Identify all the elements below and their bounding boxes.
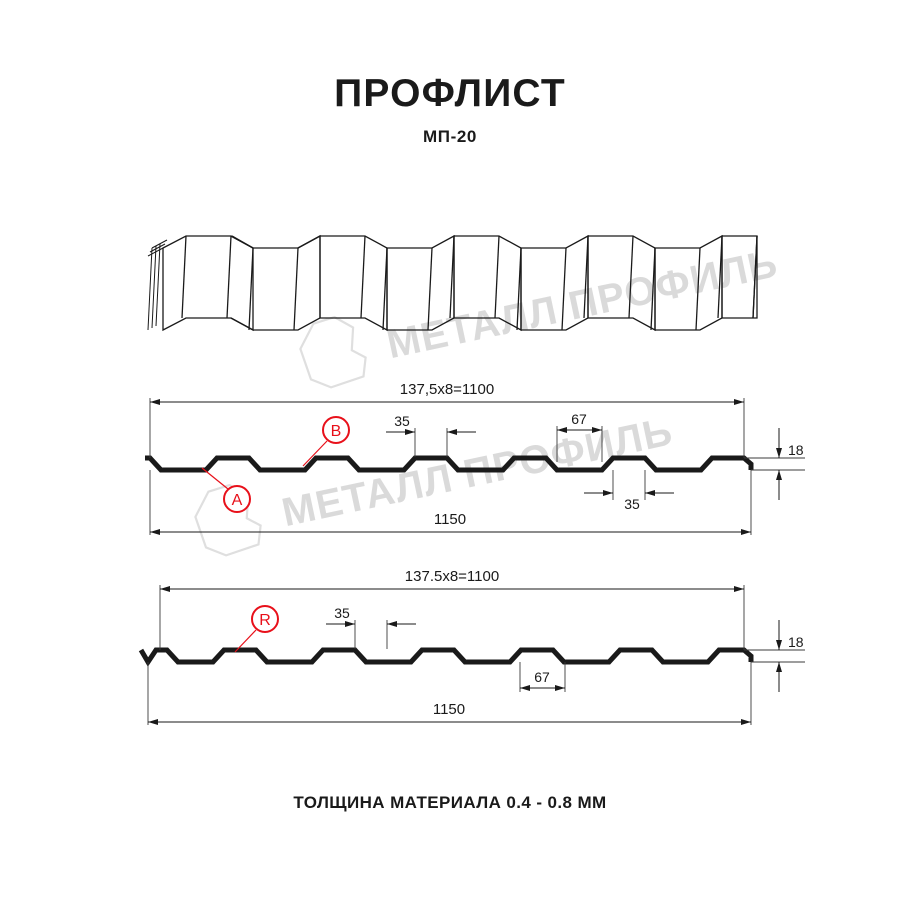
callout-marker-a: A [201, 467, 251, 513]
title-block: ПРОФЛИСТ МП-20 [0, 74, 900, 147]
profile-outline-1 [145, 455, 754, 473]
dimension-valley-2: 67 [520, 669, 565, 691]
page-title: ПРОФЛИСТ [334, 72, 566, 115]
dimension-label-valley-2: 67 [534, 669, 550, 685]
watermark-top: МЕТАЛЛ ПРОФИЛЬ [299, 241, 782, 389]
page-subtitle: МП-20 [423, 127, 477, 146]
dimension-crest-2: 35 [584, 490, 674, 512]
material-thickness-note: ТОЛЩИНА МАТЕРИАЛА 0.4 - 0.8 ММ [293, 793, 607, 812]
watermark-bottom: МЕТАЛЛ ПРОФИЛЬ [194, 409, 677, 557]
callout-marker-r: R [234, 605, 279, 653]
dimension-label-total-span-2: 137.5x8=1100 [405, 568, 499, 585]
dimension-label-total-span-1: 137,5x8=1100 [400, 381, 494, 398]
profile-outline-2 [138, 647, 754, 667]
callout-circle-a [223, 485, 251, 513]
dimension-label-height-2: 18 [788, 634, 804, 650]
dimension-label-height-1: 18 [788, 442, 804, 458]
cross-section-bottom: 137.5x8=1100 1150 35 [138, 568, 805, 725]
callout-label-a: A [232, 492, 243, 509]
dimension-bottom-2: 1150 [148, 701, 751, 725]
callout-circle-r [251, 605, 279, 633]
extension-lines-1 [149, 398, 805, 535]
dimension-top-1: 137,5x8=1100 [150, 381, 744, 405]
dimension-label-crest-1: 35 [394, 413, 410, 429]
callout-label-r: R [259, 612, 271, 629]
dimension-valley-1: 67 [557, 411, 602, 433]
dimension-bottom-1: 1150 [150, 511, 751, 535]
cross-section-top: 137,5x8=1100 1150 35 [145, 381, 805, 535]
dimension-label-crest-3: 35 [334, 605, 350, 621]
dimension-label-overall-width-2: 1150 [433, 701, 465, 718]
callout-circle-b [322, 416, 350, 444]
dimension-label-valley-1: 67 [571, 411, 587, 427]
watermark-logo-icon [194, 483, 262, 557]
callout-marker-b: B [302, 416, 350, 467]
profiled-sheet-3d [147, 234, 758, 332]
extension-lines-2 [147, 585, 805, 725]
dimension-crest-1: 35 [386, 413, 476, 435]
dimension-top-2: 137.5x8=1100 [160, 568, 744, 592]
dimension-crest-3: 35 [326, 605, 416, 627]
dimension-label-overall-width-1: 1150 [434, 511, 466, 528]
callout-label-b: B [331, 423, 342, 440]
dimension-height-1: 18 [776, 428, 804, 500]
dimension-label-crest-2: 35 [624, 496, 640, 512]
watermark-logo-icon [299, 315, 367, 389]
dimension-height-2: 18 [776, 620, 804, 692]
